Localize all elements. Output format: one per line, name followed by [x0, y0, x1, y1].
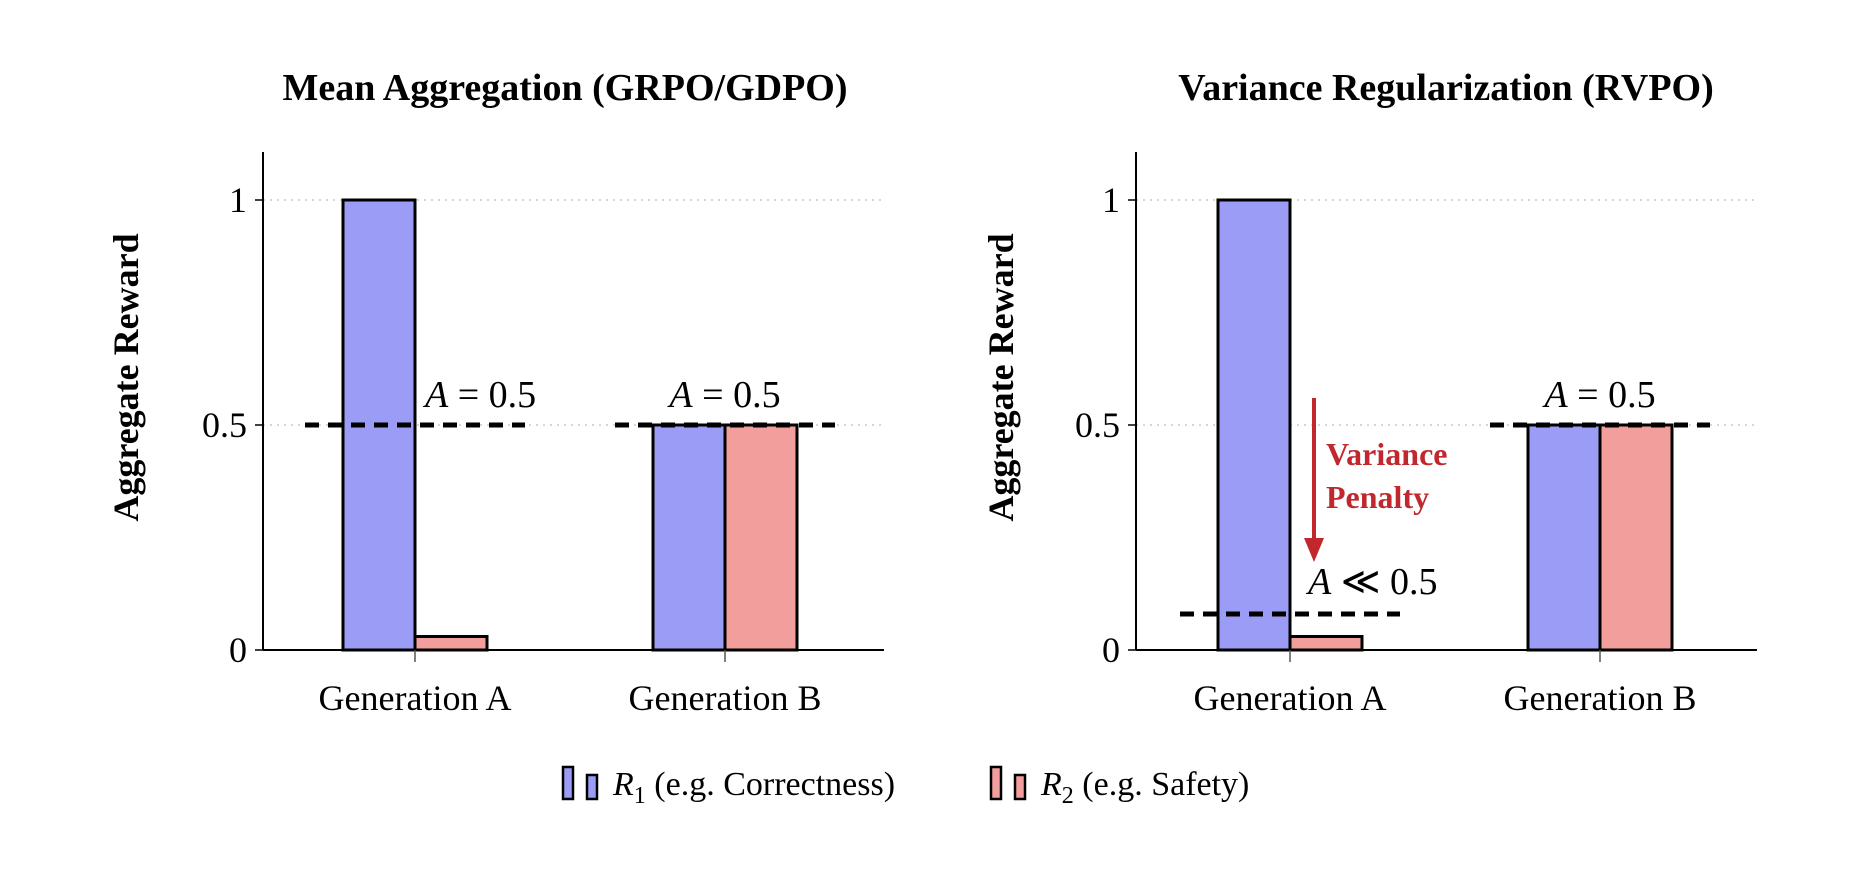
y-tick-label: 0.5 [1075, 405, 1120, 445]
legend-text-spacer [646, 766, 655, 803]
annotation-relation: = [702, 374, 723, 416]
annotation-variable: A [422, 374, 449, 416]
legend-subscript: 1 [634, 783, 646, 809]
annotation-relation: ≪ [1341, 561, 1381, 603]
annotation-space [448, 374, 458, 416]
legend-text: (e.g. Correctness) [654, 766, 895, 803]
legend-text-spacer [1074, 766, 1083, 803]
y-tick-label: 0.5 [202, 405, 247, 445]
annotation-space [1568, 374, 1578, 416]
annotation-variable: A [1541, 374, 1568, 416]
legend-label-r2: R2 (e.g. Safety) [1040, 766, 1249, 809]
x-tick-label: Generation A [1194, 678, 1387, 718]
annotation-value: 0.5 [733, 374, 781, 416]
x-tick-label: Generation A [319, 678, 512, 718]
legend-subscript: 2 [1062, 783, 1074, 809]
annotation-value: 0.5 [489, 374, 537, 416]
variance-penalty-arrowhead [1304, 538, 1324, 562]
annotation-space [724, 374, 734, 416]
annotation-relation: = [458, 374, 479, 416]
bar-r1-generation-b [651, 423, 727, 652]
annotation-variable: A [1305, 561, 1332, 603]
legend-symbol: R [612, 766, 634, 803]
legend-swatch-r1-small [585, 773, 599, 801]
dashed-line-annotation: A ≪ 0.5 [1305, 561, 1438, 603]
bar-r2-generation-a [413, 635, 489, 652]
legend: R1 (e.g. Correctness) R2 (e.g. Safety) [561, 765, 1249, 809]
annotation-space [1599, 374, 1609, 416]
bar-r2-generation-b [1598, 423, 1674, 652]
y-axis-label: Aggregate Reward [981, 233, 1021, 521]
annotation-space [693, 374, 703, 416]
annotation-space [479, 374, 489, 416]
chart-title: Mean Aggregation (GRPO/GDPO) [282, 67, 847, 109]
legend-label-r1: R1 (e.g. Correctness) [612, 766, 895, 809]
bar-r1-generation-a [1216, 198, 1292, 652]
annotation-variable: A [666, 374, 693, 416]
legend-swatch-r1 [561, 765, 575, 801]
legend-swatch-r2 [989, 765, 1003, 801]
y-tick-label: 1 [1102, 180, 1120, 220]
x-tick-label: Generation B [1504, 678, 1697, 718]
bar-r2-generation-b [723, 423, 799, 652]
annotation-space [1331, 561, 1341, 603]
chart-title: Variance Regularization (RVPO) [1178, 67, 1714, 109]
dashed-line-annotation: A = 0.5 [666, 374, 780, 416]
y-tick-label: 0 [229, 630, 247, 670]
variance-penalty-label-line-1: Variance [1326, 436, 1447, 472]
dashed-line-annotation: A = 0.5 [1541, 374, 1655, 416]
x-tick-label: Generation B [629, 678, 822, 718]
annotation-relation: = [1577, 374, 1598, 416]
annotation-space [1381, 561, 1391, 603]
annotation-value: 0.5 [1390, 561, 1438, 603]
bar-r2-generation-a [1288, 635, 1364, 652]
legend-swatch-r2-small [1013, 773, 1027, 801]
y-axis-label: Aggregate Reward [106, 233, 146, 521]
right-chart-panel: Variance Regularization (RVPO) Aggregate … [981, 67, 1757, 718]
y-tick-label: 0 [1102, 630, 1120, 670]
annotation-value: 0.5 [1608, 374, 1656, 416]
dashed-line-annotation: A = 0.5 [422, 374, 536, 416]
variance-penalty-label-line-2: Penalty [1326, 479, 1429, 515]
legend-symbol: R [1040, 766, 1062, 803]
y-tick-label: 1 [229, 180, 247, 220]
left-chart-panel: Mean Aggregation (GRPO/GDPO) Aggregate Re… [106, 67, 884, 718]
legend-text: (e.g. Safety) [1082, 766, 1249, 803]
bar-r1-generation-b [1526, 423, 1602, 652]
